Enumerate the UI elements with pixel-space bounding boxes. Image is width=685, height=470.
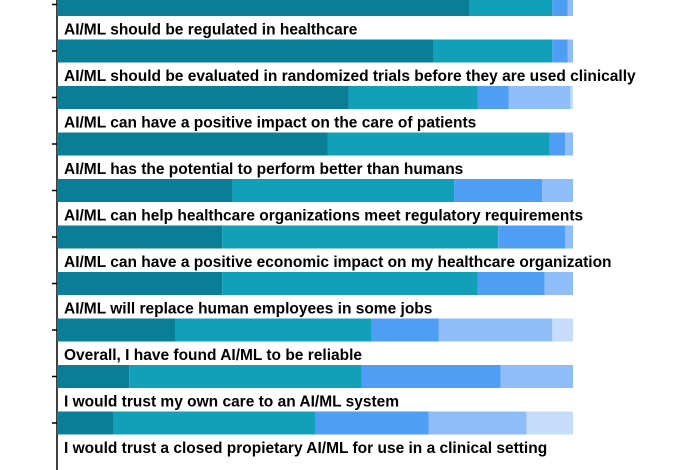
row-label: I would trust a closed propietary AI/ML …: [64, 440, 547, 457]
bar-segment-row2-level5: [570, 86, 573, 109]
bar-segment-row0-level3: [552, 0, 568, 16]
bar-segment-row6-level2: [222, 272, 478, 295]
bar-segment-row3-level1: [57, 132, 328, 156]
row-label: AI/ML can have a positive economic impac…: [64, 254, 612, 271]
bar-segment-row3-level3: [549, 132, 566, 156]
row-label: AI/ML has the potential to perform bette…: [64, 161, 463, 178]
row-label: AI/ML can have a positive impact on the …: [64, 115, 476, 132]
bar-segment-row6-level3: [477, 272, 545, 295]
row-label: I would trust my own care to an AI/ML sy…: [64, 394, 399, 411]
bar-segment-row1-level4: [567, 39, 573, 63]
bar-segment-row2-level3: [477, 86, 509, 109]
bar-segment-row2-level1: [57, 86, 349, 109]
bar-segment-row7-level1: [57, 318, 176, 342]
bar-segment-row7-level3: [371, 318, 439, 342]
row-label: Overall, I have found AI/ML to be reliab…: [64, 347, 362, 364]
bar-segment-row9-level5: [526, 411, 573, 435]
bars-layer: [57, 0, 573, 435]
bar-segment-row9-level4: [428, 411, 527, 435]
y-axis-ticks: [52, 3, 57, 424]
bar-segment-row0-level4: [567, 0, 573, 16]
row-label: AI/ML will replace human employees in so…: [64, 301, 432, 318]
bar-segment-row6-level1: [57, 272, 223, 295]
bar-segment-row8-level4: [500, 365, 573, 388]
bar-segment-row4-level1: [57, 179, 233, 202]
bar-segment-row7-level4: [438, 318, 553, 342]
bar-segment-row9-level1: [57, 411, 114, 435]
bar-segment-row8-level1: [57, 365, 130, 388]
bar-segment-row2-level4: [508, 86, 571, 109]
bar-segment-row9-level3: [315, 411, 429, 435]
bar-segment-row7-level2: [175, 318, 372, 342]
row-label: AI/ML should be regulated in healthcare: [64, 22, 358, 39]
bar-segment-row3-level2: [327, 132, 550, 156]
bar-segment-row0-level1: [57, 0, 470, 16]
row-labels-layer: AI/ML should be regulated in healthcare A…: [64, 22, 636, 458]
bar-segment-row8-level2: [129, 365, 362, 388]
bar-segment-row5-level1: [57, 225, 223, 249]
bar-segment-row5-level2: [222, 225, 499, 249]
bar-segment-row1-level2: [433, 39, 553, 63]
bar-segment-row4-level4: [542, 179, 573, 202]
bar-segment-row2-level2: [348, 86, 478, 109]
bar-segment-row5-level3: [498, 225, 566, 249]
bar-segment-row7-level5: [552, 318, 573, 342]
bar-segment-row4-level2: [232, 179, 455, 202]
bar-segment-row1-level1: [57, 39, 434, 63]
bar-segment-row5-level4: [565, 225, 573, 249]
bar-segment-row3-level4: [565, 132, 573, 156]
bar-segment-row1-level3: [552, 39, 568, 63]
bar-segment-row8-level3: [361, 365, 501, 388]
row-label: AI/ML should be evaluated in randomized …: [64, 68, 636, 85]
bar-segment-row4-level3: [454, 179, 543, 202]
bar-segment-row9-level2: [113, 411, 315, 435]
bar-segment-row0-level2: [469, 0, 553, 16]
bar-segment-row6-level4: [544, 272, 573, 295]
row-label: AI/ML can help healthcare organizations …: [64, 208, 583, 225]
